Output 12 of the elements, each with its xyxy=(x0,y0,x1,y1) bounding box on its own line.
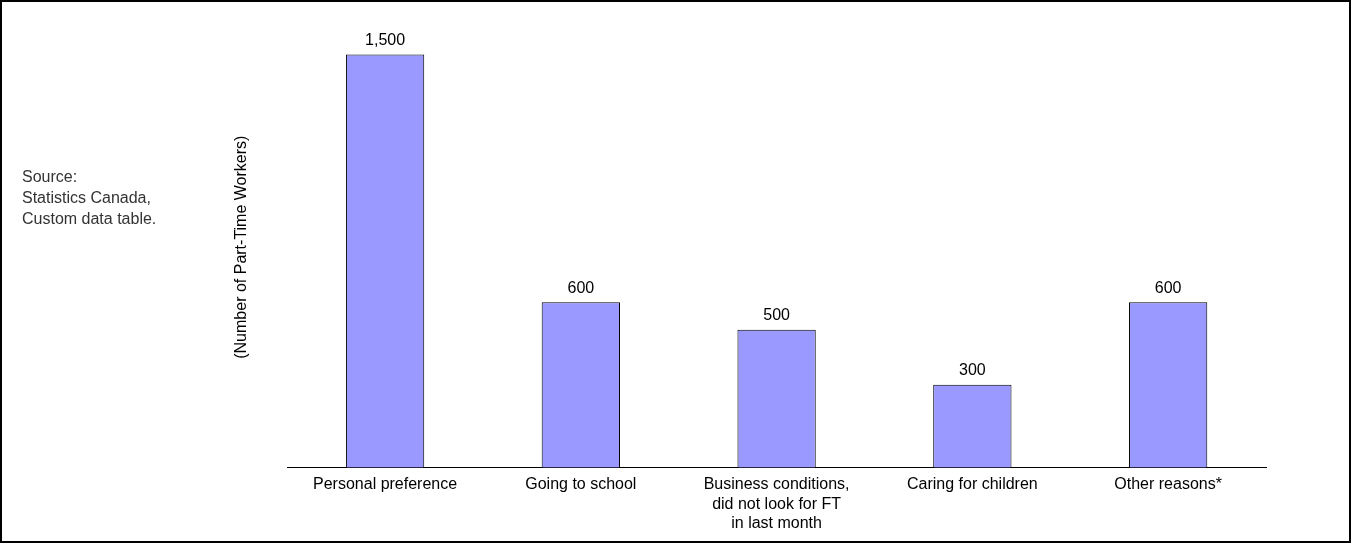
x-tick-label: Personal preference xyxy=(313,475,458,493)
x-tick-label: Other reasons* xyxy=(1114,475,1222,493)
data-label: 1,500 xyxy=(365,30,406,48)
data-label: 500 xyxy=(763,306,791,324)
y-axis-title: (Number of Part-Time Workers) xyxy=(232,135,250,359)
data-label: 600 xyxy=(567,278,595,296)
data-label: 600 xyxy=(1154,278,1182,296)
x-tick-label: Going to school xyxy=(525,475,637,493)
x-tick-label: Caring for children xyxy=(906,475,1038,493)
source-note: Source: Statistics Canada, Custom data table. xyxy=(22,167,157,229)
data-label: 300 xyxy=(959,361,986,379)
x-tick-label: Business conditions, did not look for FT in last month xyxy=(703,475,850,531)
